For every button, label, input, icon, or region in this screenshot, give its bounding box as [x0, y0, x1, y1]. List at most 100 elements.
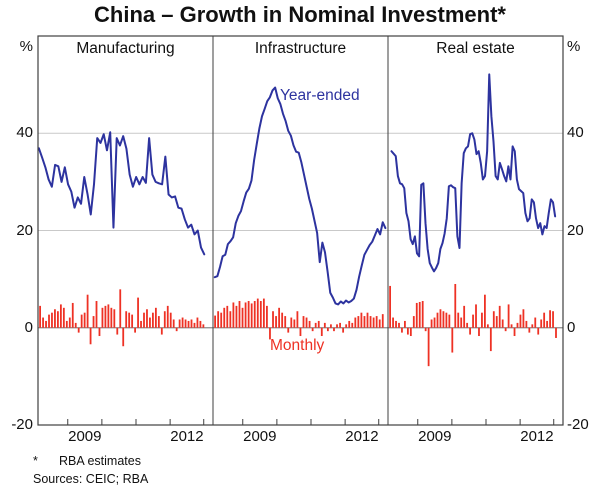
monthly-bar: [436, 312, 439, 328]
monthly-bar: [74, 322, 77, 328]
monthly-bar: [339, 322, 341, 328]
monthly-bar: [351, 322, 354, 328]
monthly-bars: [214, 298, 384, 340]
monthly-bar: [190, 319, 193, 328]
monthly-bar: [486, 324, 489, 328]
monthly-bar: [519, 314, 522, 328]
monthly-bar: [122, 327, 125, 347]
monthly-bar: [537, 327, 540, 335]
monthly-bar: [296, 311, 299, 328]
monthly-bar: [342, 327, 345, 333]
monthly-bar: [463, 305, 466, 328]
monthly-bar: [427, 327, 430, 367]
monthly-bar: [401, 327, 403, 333]
monthly-bar: [278, 307, 281, 328]
monthly-bar: [299, 327, 302, 337]
monthly-bar: [104, 305, 107, 328]
monthly-bar: [311, 327, 314, 332]
monthly-bar: [199, 320, 202, 328]
monthly-bar: [466, 322, 469, 328]
monthly-bar: [445, 312, 448, 328]
monthly-bar: [229, 311, 232, 328]
monthly-bars: [39, 289, 205, 347]
monthly-bar: [525, 320, 528, 328]
monthly-bar: [202, 324, 205, 328]
monthly-bar: [504, 327, 507, 332]
monthly-bar: [247, 301, 250, 328]
monthly-bar: [45, 320, 47, 328]
monthly-bar: [284, 316, 287, 328]
monthly-bar: [354, 317, 357, 328]
monthly-bar: [510, 324, 513, 328]
monthly-bar: [404, 320, 406, 328]
monthly-bar: [552, 311, 554, 328]
monthly-bar: [262, 298, 265, 328]
monthly-bar: [68, 317, 71, 328]
monthly-bar: [314, 322, 317, 328]
monthly-bar: [140, 320, 142, 328]
monthly-bar: [157, 316, 160, 328]
monthly-bar: [442, 311, 445, 328]
monthly-bar: [293, 319, 296, 328]
monthly-bar: [95, 301, 98, 328]
monthly-bar: [290, 317, 293, 328]
monthly-bar: [113, 309, 116, 328]
monthly-bar: [531, 324, 534, 328]
monthly-bar: [160, 327, 163, 335]
monthly-bar: [152, 312, 154, 328]
monthly-bar: [421, 301, 424, 328]
monthly-bar: [412, 316, 415, 328]
monthly-bar: [369, 316, 372, 328]
monthly-bar: [498, 305, 501, 328]
monthly-bar: [134, 327, 136, 333]
monthly-bar: [433, 317, 436, 328]
monthly-bar: [143, 312, 145, 328]
monthly-bar: [481, 312, 483, 328]
monthly-bar: [451, 327, 454, 353]
monthly-bar: [193, 322, 196, 328]
monthly-bar: [457, 312, 460, 328]
monthly-bar: [235, 305, 238, 328]
monthly-bar: [154, 307, 157, 328]
monthly-bar: [272, 311, 274, 328]
monthly-bar: [187, 320, 190, 328]
monthly-bar: [266, 305, 268, 328]
sources-line: Sources: CEIC; RBA: [33, 472, 149, 486]
monthly-bar: [430, 319, 433, 328]
year-ended-line: [37, 131, 206, 256]
chart-frame: [37, 35, 564, 426]
monthly-bar: [320, 327, 323, 337]
monthly-bar: [98, 327, 101, 337]
monthly-bar: [418, 301, 421, 328]
monthly-bar: [492, 311, 495, 328]
monthly-bar: [555, 327, 557, 338]
monthly-bar: [89, 327, 92, 345]
monthly-bar: [330, 324, 332, 328]
monthly-bar: [287, 327, 290, 333]
monthly-bar: [131, 314, 134, 328]
monthly-bar: [398, 322, 400, 328]
monthly-bar: [454, 283, 457, 328]
monthly-bar: [549, 310, 551, 328]
monthly-bar: [528, 327, 531, 333]
monthly-bar: [495, 316, 498, 328]
monthly-bar: [378, 319, 381, 328]
monthly-bar: [62, 307, 65, 328]
monthly-bar: [220, 312, 223, 328]
monthly-bar: [214, 315, 216, 328]
monthly-bar: [507, 304, 510, 328]
monthly-bar: [125, 311, 128, 328]
monthly-bar: [101, 307, 104, 328]
monthly-bar: [308, 320, 311, 328]
monthly-bar: [360, 312, 363, 328]
monthly-bar: [543, 312, 546, 328]
monthly-bar: [333, 327, 335, 332]
monthly-bar: [116, 327, 119, 335]
monthly-bar: [51, 312, 53, 328]
monthly-bar: [92, 316, 95, 328]
monthly-bar: [226, 305, 229, 328]
monthly-bar: [238, 301, 241, 328]
footnote-text: RBA estimates: [59, 454, 141, 468]
monthly-bar: [178, 319, 181, 328]
